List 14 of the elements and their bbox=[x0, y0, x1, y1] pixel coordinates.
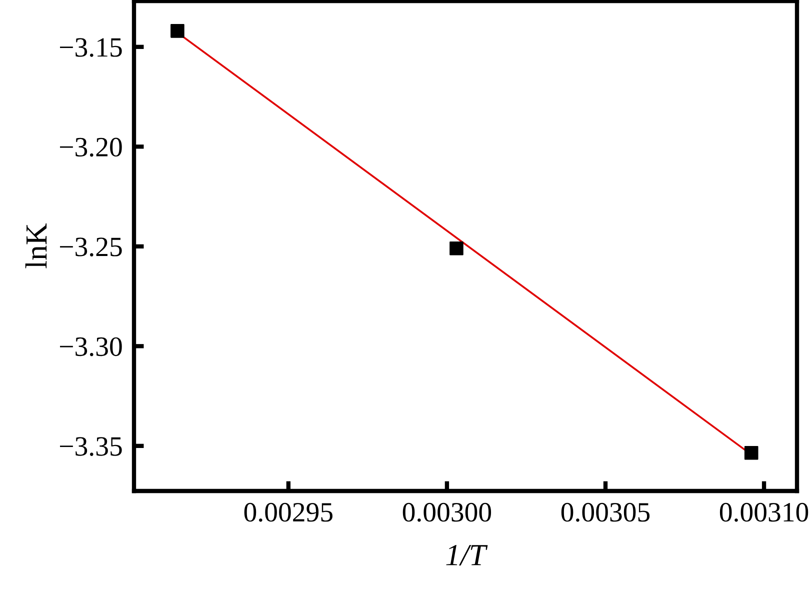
y-tick-label: −3.20 bbox=[60, 138, 122, 157]
x-tick-label: 0.00310 bbox=[720, 502, 808, 522]
x-tick-label: 0.00295 bbox=[244, 502, 332, 522]
y-tick-label: −3.35 bbox=[60, 437, 122, 456]
x-axis-title: 1/T bbox=[446, 545, 488, 566]
y-tick-label: −3.30 bbox=[60, 337, 122, 356]
point bbox=[170, 24, 184, 38]
point bbox=[744, 446, 758, 460]
y-tick-label: −3.25 bbox=[60, 238, 122, 256]
point bbox=[450, 241, 464, 256]
y-axis-title: lnK bbox=[25, 223, 47, 268]
x-tick-label: 0.00300 bbox=[402, 502, 492, 522]
y-tick-label: −3.15 bbox=[60, 38, 122, 57]
x-tick-label: 0.00305 bbox=[561, 502, 650, 522]
